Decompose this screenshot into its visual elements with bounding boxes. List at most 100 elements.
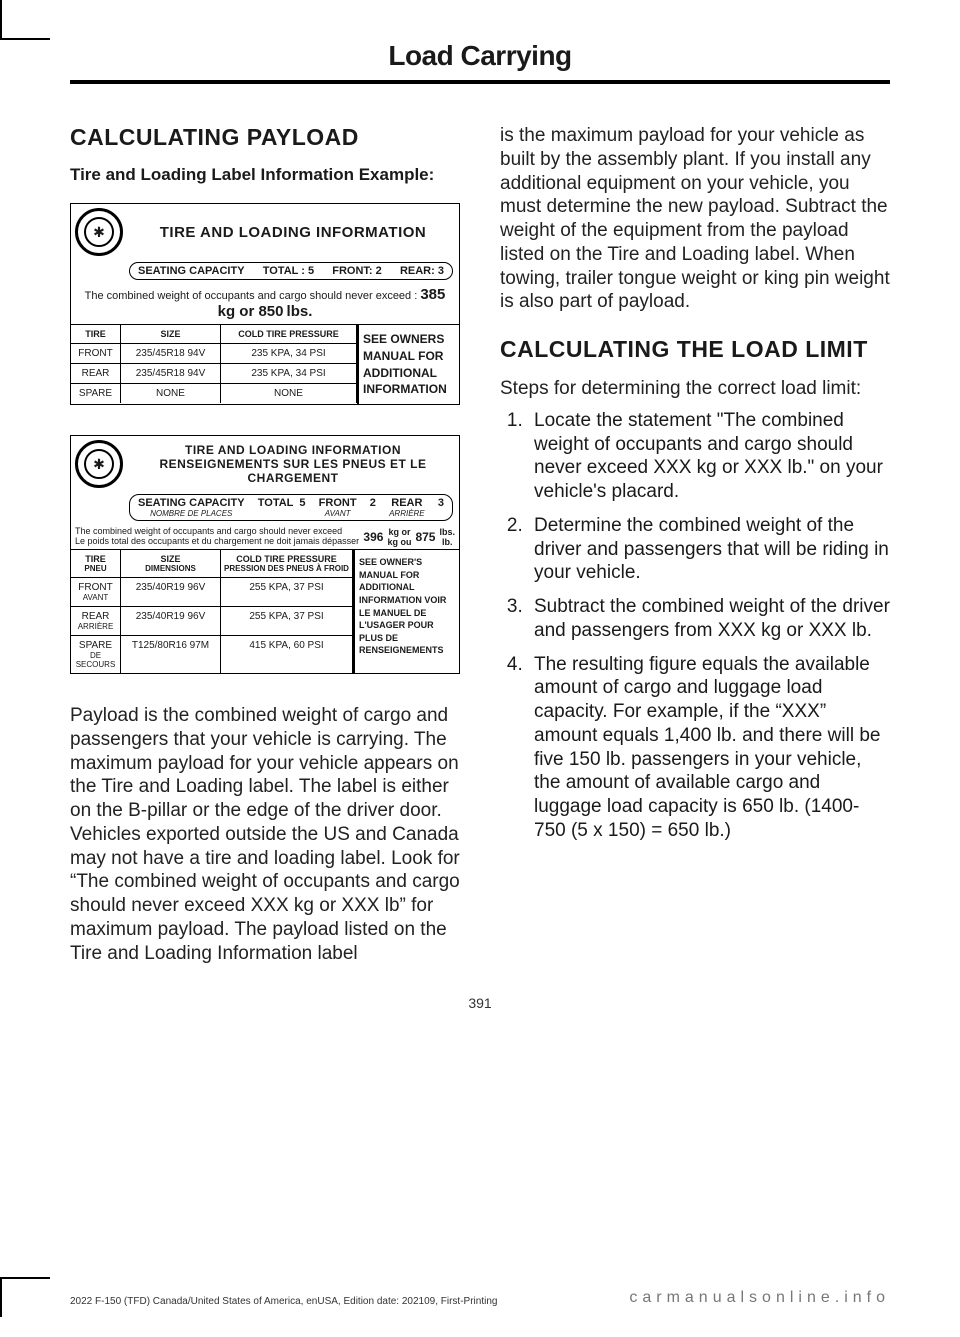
cell: 235/45R18 94V (121, 364, 221, 383)
cell: REARARRIÈRE (71, 607, 121, 635)
en: REAR (82, 611, 110, 622)
page-header: Load Carrying (70, 40, 890, 84)
col-tire: TIREPNEU (71, 550, 121, 577)
step-2: Determine the combined weight of the dri… (528, 514, 890, 585)
cell: 235/40R19 96V (121, 578, 221, 606)
cap-fr: NOMBRE DE PLACES (138, 509, 245, 518)
step-1: Locate the statement "The combined weigh… (528, 409, 890, 504)
table-row: FRONTAVANT 235/40R19 96V 255 KPA, 37 PSI (71, 578, 353, 607)
front-val: 2 (370, 497, 376, 518)
crop-mark-top (0, 0, 50, 40)
rear-en: REAR (391, 497, 422, 509)
seating-total: TOTAL 5 (258, 497, 306, 518)
table-row: REARARRIÈRE 235/40R19 96V 255 KPA, 37 PS… (71, 607, 353, 636)
u2: kg ou (387, 537, 411, 547)
cell: 255 KPA, 37 PSI (221, 607, 353, 635)
cell: 235/40R19 96V (121, 607, 221, 635)
steps-list: Locate the statement "The combined weigh… (500, 409, 890, 843)
payload-paragraph: Payload is the combined weight of cargo … (70, 704, 460, 965)
weight-lb: 875 (415, 530, 435, 544)
cell: 235 KPA, 34 PSI (221, 364, 357, 383)
tire-icon-inner: ✱ (84, 449, 114, 479)
front-fr: AVANT (319, 509, 357, 518)
cell: NONE (121, 384, 221, 403)
cell: SPAREDE SECOURS (71, 636, 121, 673)
table-header-row: TIRE SIZE COLD TIRE PRESSURE (71, 325, 357, 344)
seating-rear: REAR: 3 (400, 265, 444, 277)
table-row: FRONT 235/45R18 94V 235 KPA, 34 PSI (71, 344, 357, 364)
table-row: SPARE NONE NONE (71, 384, 357, 403)
footer-edition: 2022 F-150 (TFD) Canada/United States of… (70, 1296, 497, 1307)
label2-seating: SEATING CAPACITY NOMBRE DE PLACES TOTAL … (129, 494, 453, 521)
page-number: 391 (70, 995, 890, 1011)
label1-seating: SEATING CAPACITY TOTAL : 5 FRONT: 2 REAR… (129, 262, 453, 280)
cell: 235/45R18 94V (121, 344, 221, 363)
table-row: SPAREDE SECOURS T125/80R16 97M 415 KPA, … (71, 636, 353, 673)
front-en: FRONT (319, 497, 357, 509)
label2-weight: The combined weight of occupants and car… (71, 525, 459, 549)
col-pressure: COLD TIRE PRESSUREPRESSION DES PNEUS À F… (221, 550, 353, 577)
subsection-label-example: Tire and Loading Label Information Examp… (70, 165, 460, 185)
weight-fr: Le poids total des occupants et du charg… (75, 536, 359, 546)
weight-text: The combined weight of occupants and car… (85, 290, 418, 302)
unit-lb: lbs.lb. (439, 527, 455, 547)
fr: PRESSION DES PNEUS À FROID (224, 564, 349, 573)
page-title: Load Carrying (388, 40, 571, 72)
page: Load Carrying CALCULATING PAYLOAD Tire a… (0, 0, 960, 1337)
u2: lb. (442, 537, 453, 547)
seating-front: FRONT: 2 (332, 265, 382, 277)
right-column: is the maximum payload for your vehicle … (500, 124, 890, 965)
fr: DE SECOURS (74, 651, 117, 669)
u1: lbs. (439, 527, 455, 537)
tire-icon: ✱ (75, 440, 123, 488)
weight-unit: lbs. (287, 303, 313, 320)
rear-v: 3 (438, 497, 444, 509)
weight-kg: 396 (363, 530, 383, 544)
label2-title-fr: RENSEIGNEMENTS SUR LES PNEUS ET LE CHARG… (159, 457, 426, 485)
en: COLD TIRE PRESSURE (236, 554, 337, 564)
col-pressure: COLD TIRE PRESSURE (221, 325, 357, 343)
cell: FRONT (71, 344, 121, 363)
seating-total: TOTAL : 5 (263, 265, 314, 277)
col-tire: TIRE (71, 325, 121, 343)
cap-en: SEATING CAPACITY (138, 497, 245, 509)
step-3: Subtract the combined weight of the driv… (528, 595, 890, 643)
label1-table: TIRE SIZE COLD TIRE PRESSURE FRONT 235/4… (71, 324, 459, 404)
seating-front: FRONTAVANT (319, 497, 357, 518)
rear-val: 3 (438, 497, 444, 518)
steps-intro: Steps for determining the correct load l… (500, 377, 890, 401)
label1-side-note: SEE OWNERS MANUAL FOR ADDITIONAL INFORMA… (357, 325, 459, 404)
cell: 415 KPA, 60 PSI (221, 636, 353, 673)
step-4: The resulting figure equals the availabl… (528, 653, 890, 843)
total-val: 5 (299, 497, 305, 509)
rear-fr: ARRIÈRE (389, 509, 425, 518)
total-label: TOTAL (258, 497, 293, 509)
label1-weight: The combined weight of occupants and car… (71, 284, 459, 324)
cell: FRONTAVANT (71, 578, 121, 606)
section-calculating-payload: CALCULATING PAYLOAD (70, 124, 460, 151)
label2-grid: TIREPNEU SIZEDIMENSIONS COLD TIRE PRESSU… (71, 550, 353, 673)
cell: SPARE (71, 384, 121, 403)
tire-label-1: ✱ TIRE AND LOADING INFORMATION SEATING C… (70, 203, 460, 405)
left-column: CALCULATING PAYLOAD Tire and Loading Lab… (70, 124, 460, 965)
en: FRONT (78, 582, 112, 593)
unit-kg: kg orkg ou (387, 527, 411, 547)
u1: kg or (388, 527, 410, 537)
label2-table: TIREPNEU SIZEDIMENSIONS COLD TIRE PRESSU… (71, 549, 459, 673)
label2-side-note: SEE OWNER'S MANUAL FOR ADDITIONAL INFORM… (353, 550, 459, 673)
label2-header: ✱ TIRE AND LOADING INFORMATION RENSEIGNE… (71, 436, 459, 492)
label1-title: TIRE AND LOADING INFORMATION (127, 224, 459, 241)
tire-icon: ✱ (75, 208, 123, 256)
en: TIRE (85, 554, 106, 564)
cell: 255 KPA, 37 PSI (221, 578, 353, 606)
seating-capacity: SEATING CAPACITY NOMBRE DE PLACES (138, 497, 245, 518)
fr: PNEU (74, 564, 117, 573)
section-load-limit: CALCULATING THE LOAD LIMIT (500, 336, 890, 363)
seating-rear: REARARRIÈRE (389, 497, 425, 518)
fr: ARRIÈRE (74, 622, 117, 631)
page-footer: 2022 F-150 (TFD) Canada/United States of… (70, 1289, 890, 1307)
table-row: REAR 235/45R18 94V 235 KPA, 34 PSI (71, 364, 357, 384)
label1-grid: TIRE SIZE COLD TIRE PRESSURE FRONT 235/4… (71, 325, 357, 404)
label2-title: TIRE AND LOADING INFORMATION RENSEIGNEME… (127, 443, 459, 486)
footer-watermark: carmanualsonline.info (629, 1289, 890, 1307)
